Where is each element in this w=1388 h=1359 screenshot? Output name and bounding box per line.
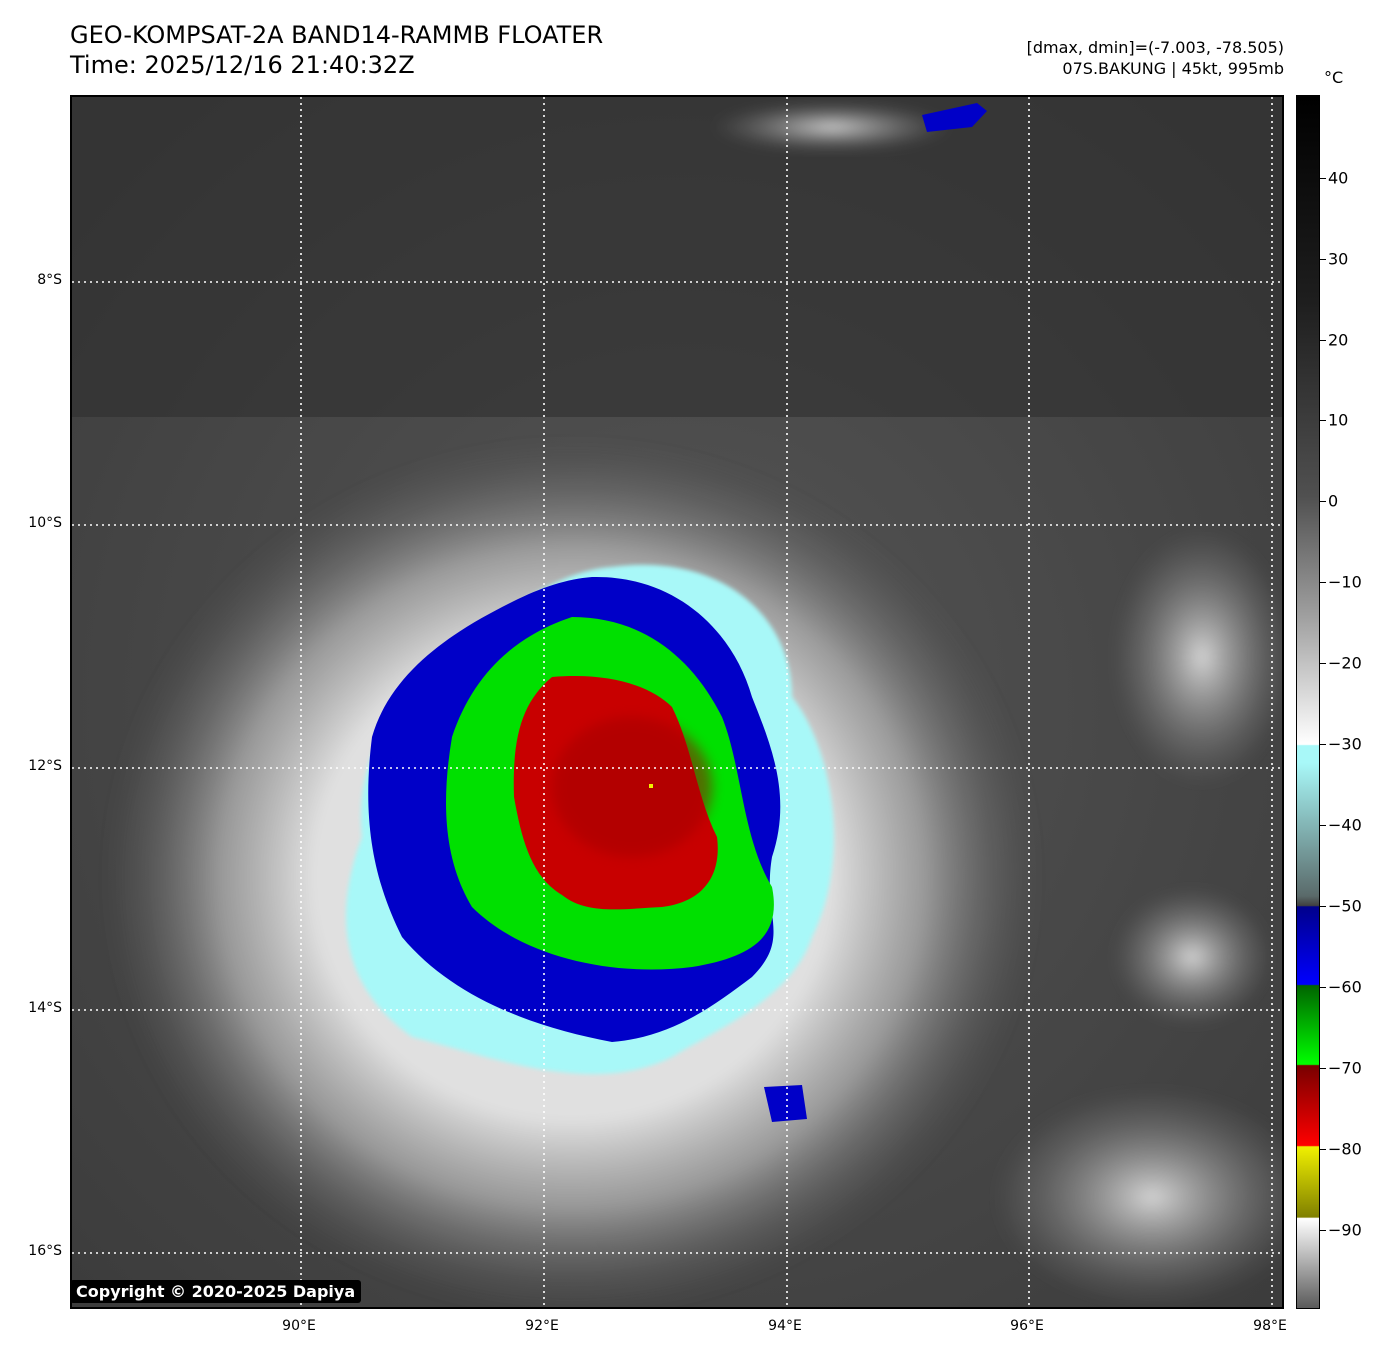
lat-label-12s: 12°S bbox=[28, 758, 62, 774]
lon-label-94e: 94°E bbox=[768, 1318, 802, 1334]
lon-label-96e: 96°E bbox=[1010, 1318, 1044, 1334]
colorbar-tick-minus80 bbox=[1320, 1149, 1326, 1150]
map-image bbox=[72, 97, 1282, 1307]
colorbar-tick-0 bbox=[1320, 501, 1326, 502]
colorbar-label-minus10: −10 bbox=[1328, 572, 1362, 592]
colorbar-label-0: 0 bbox=[1328, 491, 1339, 511]
blue-fragment-north bbox=[922, 103, 987, 132]
colorbar-label-minus40: −40 bbox=[1328, 815, 1362, 835]
lon-label-90e: 90°E bbox=[282, 1318, 316, 1334]
lon-label-98e: 98°E bbox=[1253, 1318, 1287, 1334]
colorbar-tick-minus40 bbox=[1320, 825, 1326, 826]
colorbar-unit: °C bbox=[1324, 68, 1344, 87]
colorbar-tick-minus90 bbox=[1320, 1230, 1326, 1231]
colorbar-tick-20 bbox=[1320, 340, 1326, 341]
satellite-map bbox=[70, 95, 1284, 1309]
colorbar bbox=[1296, 95, 1320, 1309]
range-text: [dmax, dmin]=(-7.003, -78.505) bbox=[1026, 38, 1284, 57]
lon-label-92e: 92°E bbox=[525, 1318, 559, 1334]
blue-fragment-south bbox=[764, 1085, 807, 1122]
lat-label-14s: 14°S bbox=[28, 1000, 62, 1016]
colorbar-tick-minus70 bbox=[1320, 1068, 1326, 1069]
colorbar-tick-30 bbox=[1320, 259, 1326, 260]
colorbar-tick-minus20 bbox=[1320, 663, 1326, 664]
colorbar-tick-minus30 bbox=[1320, 744, 1326, 745]
east-cloud-band bbox=[1112, 527, 1282, 787]
lat-label-16s: 16°S bbox=[28, 1243, 62, 1259]
colorbar-label-minus20: −20 bbox=[1328, 653, 1362, 673]
lat-label-10s: 10°S bbox=[28, 515, 62, 531]
storm-text: 07S.BAKUNG | 45kt, 995mb bbox=[1062, 59, 1284, 78]
colorbar-tick-minus10 bbox=[1320, 582, 1326, 583]
colorbar-label-10: 10 bbox=[1328, 410, 1349, 430]
colorbar-label-minus80: −80 bbox=[1328, 1139, 1362, 1159]
colorbar-tick-minus60 bbox=[1320, 987, 1326, 988]
southeast-cloud-band bbox=[992, 1087, 1282, 1307]
colorbar-label-minus30: −30 bbox=[1328, 734, 1362, 754]
title-line-1: GEO-KOMPSAT-2A BAND14-RAMMB FLOATER bbox=[70, 21, 604, 49]
colorbar-tick-40 bbox=[1320, 178, 1326, 179]
title-line-2: Time: 2025/12/16 21:40:32Z bbox=[70, 51, 415, 79]
colorbar-label-40: 40 bbox=[1328, 168, 1349, 188]
east-cloud-cluster bbox=[1112, 887, 1272, 1027]
north-cloud-wisp bbox=[712, 102, 952, 152]
colorbar-label-minus50: −50 bbox=[1328, 896, 1362, 916]
copyright-badge: Copyright © 2020-2025 Dapiya bbox=[70, 1280, 362, 1303]
yellow-pixel bbox=[649, 784, 653, 788]
colorbar-label-30: 30 bbox=[1328, 249, 1349, 269]
upper-dark-region bbox=[72, 97, 1282, 417]
colorbar-label-minus90: −90 bbox=[1328, 1220, 1362, 1240]
grid-lines bbox=[72, 97, 1282, 1307]
dark-red-core-shade bbox=[552, 717, 712, 857]
colorbar-tick-10 bbox=[1320, 420, 1326, 421]
colorbar-label-minus70: −70 bbox=[1328, 1058, 1362, 1078]
lat-label-8s: 8°S bbox=[37, 272, 62, 288]
colorbar-label-minus60: −60 bbox=[1328, 977, 1362, 997]
colorbar-label-20: 20 bbox=[1328, 330, 1349, 350]
colorbar-tick-minus50 bbox=[1320, 906, 1326, 907]
